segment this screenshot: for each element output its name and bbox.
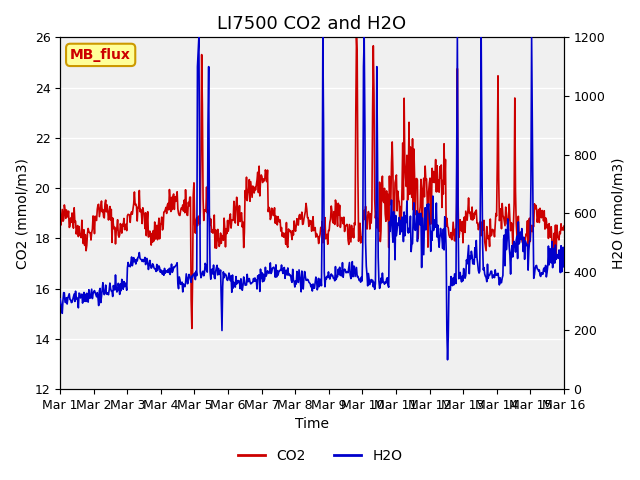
Y-axis label: CO2 (mmol/m3): CO2 (mmol/m3): [15, 158, 29, 269]
Y-axis label: H2O (mmol/m3): H2O (mmol/m3): [611, 157, 625, 269]
X-axis label: Time: Time: [295, 418, 329, 432]
Legend: CO2, H2O: CO2, H2O: [232, 443, 408, 468]
Text: MB_flux: MB_flux: [70, 48, 131, 62]
Title: LI7500 CO2 and H2O: LI7500 CO2 and H2O: [218, 15, 406, 33]
